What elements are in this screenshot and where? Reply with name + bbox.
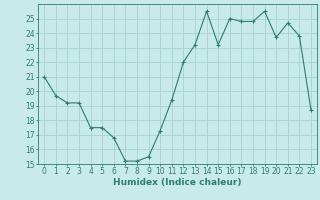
X-axis label: Humidex (Indice chaleur): Humidex (Indice chaleur)	[113, 178, 242, 187]
